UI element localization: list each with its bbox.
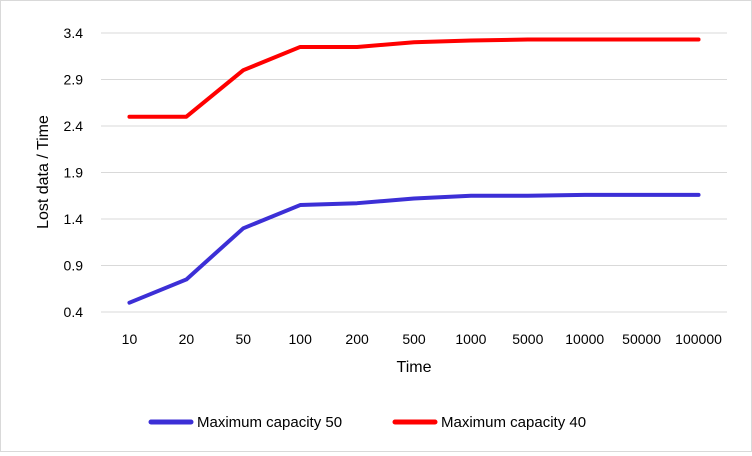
x-tick-label: 100000 bbox=[675, 331, 722, 347]
x-tick-label: 50 bbox=[235, 331, 251, 347]
y-tick-label: 2.9 bbox=[64, 72, 84, 88]
y-axis-label: Lost data / Time bbox=[35, 115, 52, 229]
x-axis-ticks: 10 20 50 100 200 500 1000 5000 10000 50000 100000 bbox=[122, 331, 722, 347]
legend-label: Maximum capacity 50 bbox=[197, 414, 342, 431]
y-tick-label: 3.4 bbox=[64, 25, 84, 41]
legend-label: Maximum capacity 40 bbox=[441, 414, 586, 431]
x-tick-label: 500 bbox=[402, 331, 426, 347]
x-tick-label: 10000 bbox=[565, 331, 604, 347]
x-axis-label: Time bbox=[397, 359, 432, 376]
gridlines bbox=[101, 32, 727, 313]
series-line-1 bbox=[127, 37, 701, 119]
x-tick-label: 100 bbox=[289, 331, 313, 347]
series-line-0 bbox=[127, 192, 701, 305]
y-tick-label: 0.9 bbox=[64, 258, 84, 274]
y-tick-label: 1.9 bbox=[64, 165, 84, 181]
x-tick-label: 200 bbox=[345, 331, 369, 347]
x-tick-label: 10 bbox=[122, 331, 138, 347]
x-tick-label: 50000 bbox=[622, 331, 661, 347]
x-tick-label: 5000 bbox=[512, 331, 543, 347]
x-tick-label: 20 bbox=[179, 331, 195, 347]
legend: Maximum capacity 50 Maximum capacity 40 bbox=[148, 414, 586, 431]
y-tick-label: 2.4 bbox=[64, 118, 84, 134]
y-axis-ticks: 0.4 0.9 1.4 1.9 2.4 2.9 3.4 bbox=[64, 25, 84, 320]
series-lines bbox=[127, 37, 701, 305]
y-tick-label: 0.4 bbox=[64, 304, 84, 320]
x-tick-label: 1000 bbox=[455, 331, 486, 347]
y-tick-label: 1.4 bbox=[64, 211, 84, 227]
